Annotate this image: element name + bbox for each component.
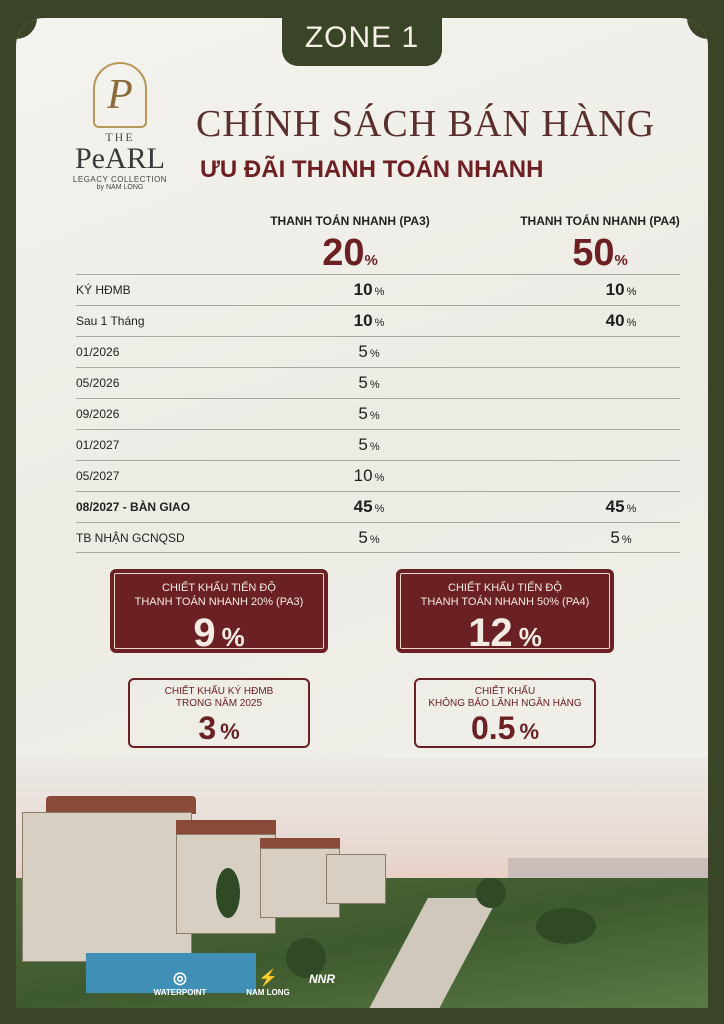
row-label: 05/2027 [76,469,120,483]
column-label: THANH TOÁN NHANH (PA3) [270,214,430,228]
pa3-value: 10 [353,466,373,485]
percent-sign: % [614,252,628,269]
row-label: Sau 1 Tháng [76,314,145,328]
pa3-value: 10 [353,311,373,330]
pa4-value: 45 [605,497,625,516]
logo-name: PeARL [75,142,165,175]
table-row: KÝ HĐMB 10% 10% [76,274,680,305]
pa3-value: 5 [358,435,368,454]
pa3-value: 5 [358,342,368,361]
row-label: 05/2026 [76,376,120,390]
pa3-value: 45 [353,497,373,516]
page-title: CHÍNH SÁCH BÁN HÀNG [196,103,656,145]
discount-value: 12 [468,611,513,655]
discount-subtitle: THANH TOÁN NHANH 50% (PA4) [420,596,590,608]
discount-subtitle: TRONG NĂM 2025 [175,698,263,709]
the-pearl-logo: P THE PeARL LEGACY COLLECTION by NAM LON… [72,62,168,191]
pa4-value: 40 [605,311,625,330]
row-label: 01/2026 [76,345,120,359]
table-row: 08/2027 - BÀN GIAO 45% 45% [76,491,680,522]
pa4-value: 10 [605,280,625,299]
table-row: TB NHẬN GCNQSD 5% 5% [76,522,680,553]
row-label: KÝ HĐMB [76,283,131,297]
column-header-pa3: THANH TOÁN NHANH (PA3) 20% [240,214,460,275]
zone-tab: ZONE 1 [282,10,442,66]
column-percent-value: 50 [572,232,615,274]
discount-title: CHIẾT KHẤU TIẾN ĐỘ [448,582,562,594]
waterpoint-logo: ◎ WATERPOINT [153,970,207,997]
table-row: 01/2027 5% [76,429,680,460]
row-label: 08/2027 - BÀN GIAO [76,500,191,514]
discount-subtitle: KHÔNG BẢO LÃNH NGÂN HÀNG [428,698,582,709]
table-row: 01/2026 5% [76,336,680,367]
column-label: THANH TOÁN NHANH (PA4) [520,214,680,228]
zone-label: ZONE 1 [304,21,420,54]
discount-value: 0.5 [470,710,516,746]
logo-monogram: P [93,62,147,128]
logo-collection: LEGACY COLLECTION [72,175,168,184]
column-percent-value: 20 [322,232,365,274]
discount-box-hdmb: CHIẾT KHẤU KÝ HĐMB TRONG NĂM 2025 3% [128,678,310,748]
percent-sign: % [364,252,378,269]
table-row: 05/2027 10% [76,460,680,491]
row-label: 01/2027 [76,438,120,452]
row-label: 09/2026 [76,407,120,421]
logo-the: THE [105,130,135,144]
discount-value: 3 [198,710,217,746]
pa4-value: 5 [610,527,620,547]
discount-title: CHIẾT KHẤU TIẾN ĐỘ [162,582,276,594]
discount-box-bank: CHIẾT KHẤU KHÔNG BẢO LÃNH NGÂN HÀNG 0.5% [414,678,596,748]
pa3-value: 10 [353,280,373,299]
table-row: 09/2026 5% [76,398,680,429]
pa3-value: 5 [358,527,368,547]
page-subtitle: ƯU ĐÃI THANH TOÁN NHANH [200,156,544,183]
pa3-value: 5 [358,404,368,423]
discount-box-pa4: CHIẾT KHẤU TIẾN ĐỘ THANH TOÁN NHANH 50% (… [396,569,614,655]
discount-title: CHIẾT KHẤU [474,686,536,697]
footer-logos: ◎ WATERPOINT ⚡ NAM LONG NNR [0,962,724,1002]
payment-schedule-table: KÝ HĐMB 10% 10% Sau 1 Tháng 10% 40% 01/2… [76,274,680,553]
discount-box-pa3: CHIẾT KHẤU TIẾN ĐỘ THANH TOÁN NHANH 20% (… [110,569,328,655]
discount-value: 9 [193,611,216,655]
corner-decoration [16,18,37,39]
nnr-logo: NNR [309,972,335,986]
table-row: Sau 1 Tháng 10% 40% [76,305,680,336]
column-header-pa4: THANH TOÁN NHANH (PA4) 50% [490,214,708,275]
row-label: TB NHẬN GCNQSD [76,530,185,545]
discount-title: CHIẾT KHẤU KÝ HĐMB [164,686,274,697]
table-row: 05/2026 5% [76,367,680,398]
pa3-value: 5 [358,373,368,392]
discount-subtitle: THANH TOÁN NHANH 20% (PA3) [134,596,304,608]
villa-landscape-photo [16,758,708,1008]
poster-sheet: P THE PeARL LEGACY COLLECTION by NAM LON… [16,18,708,1008]
corner-decoration [687,18,708,39]
logo-developer: by NAM LONG [96,184,144,191]
nam-long-logo: ⚡ NAM LONG [246,970,290,997]
